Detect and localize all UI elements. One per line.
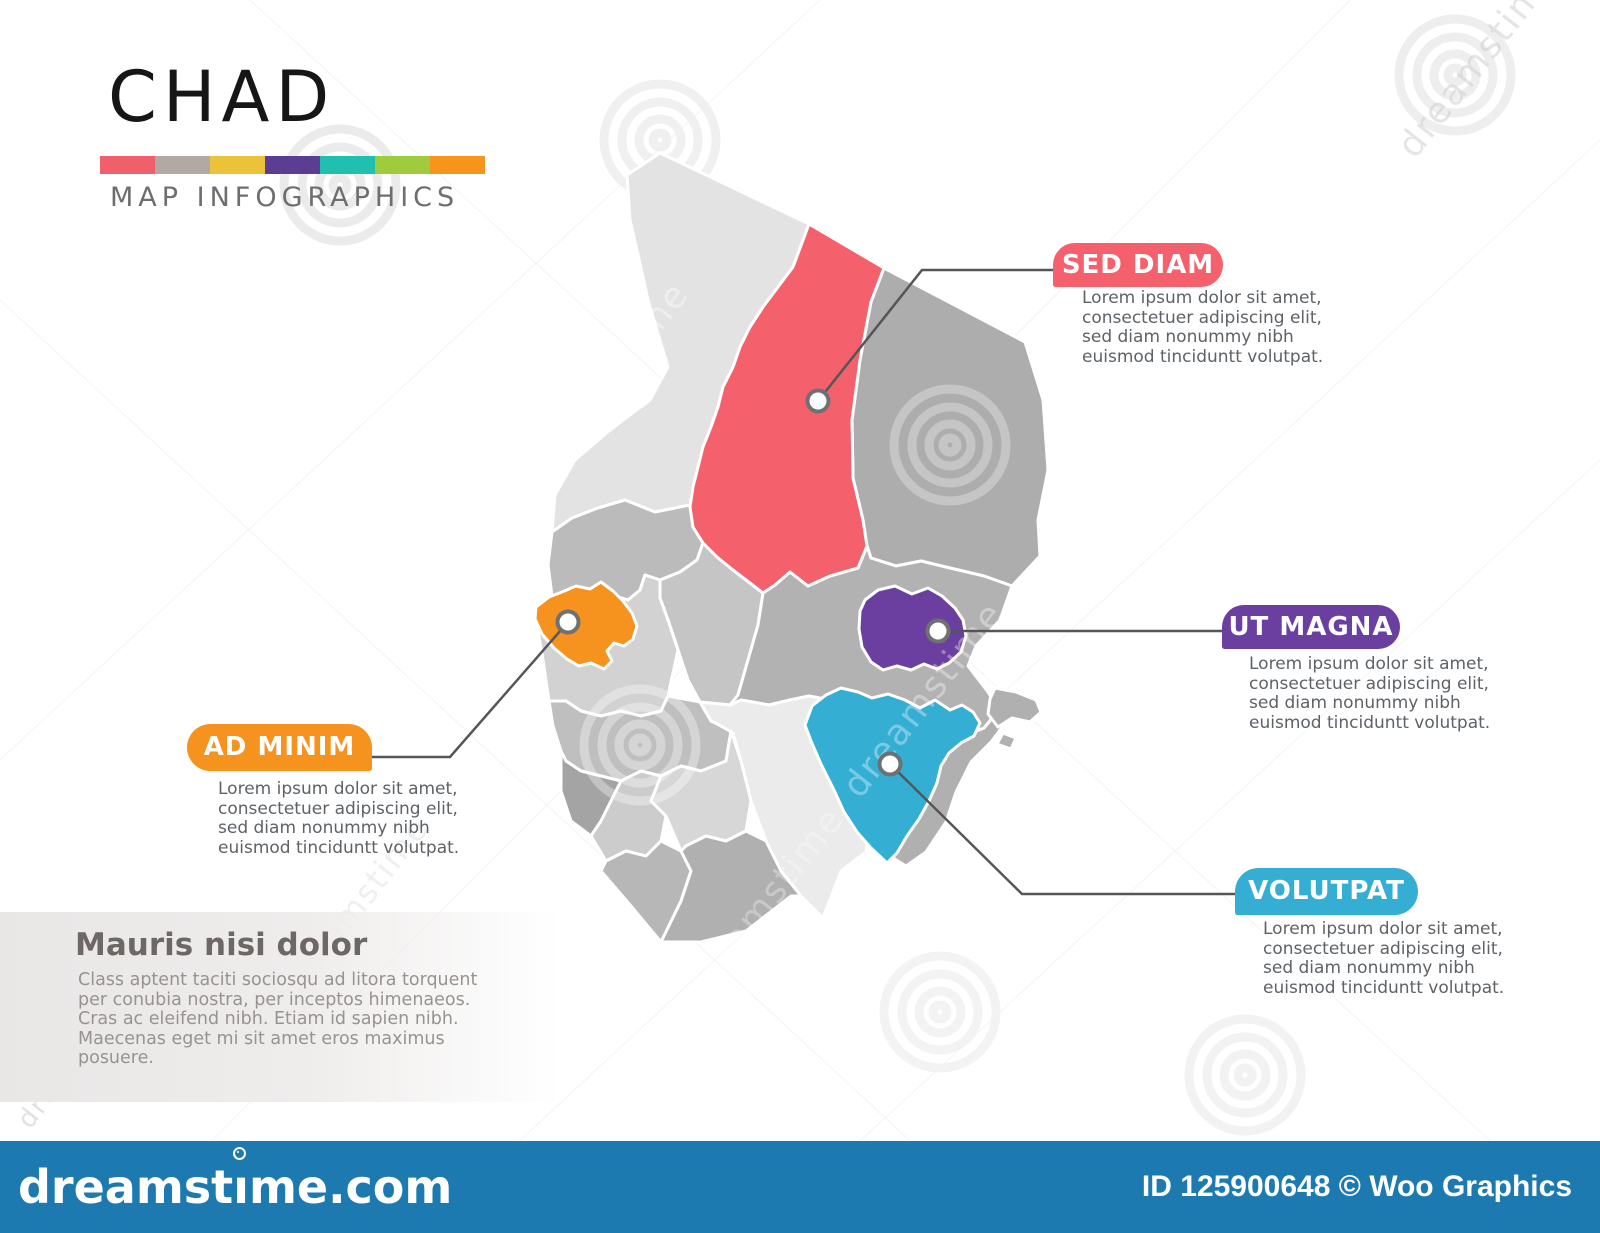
map-region-ut-magna[interactable] <box>857 584 968 672</box>
callout-text-sed-diam: Lorem ipsum dolor sit amet, consectetuer… <box>1082 288 1324 367</box>
callout-pill-volutpat[interactable]: VOLUTPAT <box>1235 868 1418 915</box>
page-title: CHAD <box>108 56 336 138</box>
watermark-spiral <box>884 956 996 1068</box>
callout-pill-ut-magna[interactable]: UT MAGNA <box>1222 605 1400 649</box>
callout-pill-sed-diam[interactable]: SED DIAM <box>1053 243 1223 287</box>
image-credit: ID 125900648 © Woo Graphics <box>1141 1170 1572 1203</box>
callout-text-ad-minim: Lorem ipsum dolor sit amet, consectetuer… <box>218 779 460 858</box>
accent-bar-segment <box>375 156 430 174</box>
map-pin-volutpat[interactable] <box>877 751 903 777</box>
accent-bar-segment <box>320 156 375 174</box>
map-pin-sed-diam[interactable] <box>805 388 831 414</box>
logo-text-pre: dreamst <box>18 1160 234 1214</box>
note-body: Class aptent taciti sociosqu ad litora t… <box>78 970 478 1068</box>
accent-bar-segment <box>100 156 155 174</box>
accent-bar-segment <box>155 156 210 174</box>
map-pin-ut-magna[interactable] <box>925 618 951 644</box>
map-region-sed-diam[interactable] <box>688 222 886 595</box>
accent-color-bar <box>100 156 485 174</box>
map-region-frag-1 <box>986 686 1043 729</box>
accent-bar-segment <box>430 156 485 174</box>
logo-text-post: me.com <box>248 1160 453 1214</box>
note-title: Mauris nisi dolor <box>75 927 368 963</box>
callout-pill-ad-minim[interactable]: AD MINIM <box>187 724 372 771</box>
map-region-sw-5 <box>659 829 803 944</box>
leader-line-volutpat <box>889 763 1235 896</box>
callout-text-ut-magna: Lorem ipsum dolor sit amet, consectetuer… <box>1249 654 1491 733</box>
accent-bar-segment <box>210 156 265 174</box>
leader-line-sed-diam <box>817 268 1053 402</box>
page-subtitle: MAP INFOGRAPHICS <box>110 182 460 213</box>
note-background <box>0 912 560 1102</box>
callout-text-volutpat: Lorem ipsum dolor sit amet, consectetuer… <box>1263 919 1505 998</box>
map-pin-ad-minim[interactable] <box>555 609 581 635</box>
watermark-spiral <box>1189 1019 1301 1131</box>
header: CHAD MAP INFOGRAPHICS <box>100 56 528 213</box>
accent-bar-segment <box>265 156 320 174</box>
map-pins <box>555 388 951 777</box>
map-regions <box>533 151 1050 944</box>
map-region-ad-minim[interactable] <box>533 580 639 671</box>
map-region-frag-2 <box>995 731 1018 751</box>
watermark-footer-bar: dreamst ı me.com ID 125900648 © Woo Graphi… <box>0 1141 1600 1233</box>
dreamstime-logo[interactable]: dreamst ı me.com <box>18 1147 453 1214</box>
logo-spiral-icon: ı <box>233 1147 249 1214</box>
leader-line-ad-minim <box>372 621 569 759</box>
leader-lines <box>372 268 1235 896</box>
